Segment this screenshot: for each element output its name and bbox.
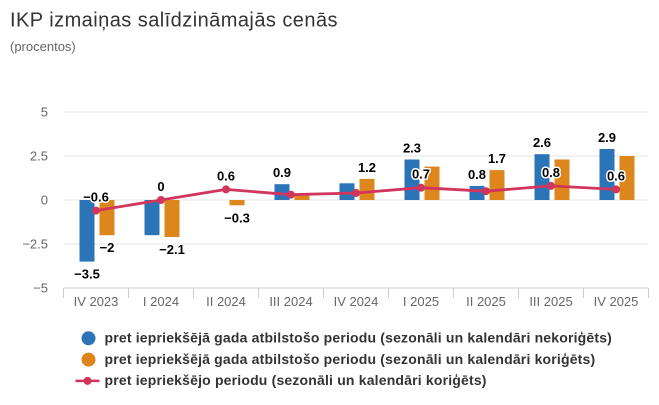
svg-text:0.9: 0.9: [273, 165, 291, 180]
svg-text:(procentos): (procentos): [10, 39, 76, 54]
svg-text:5: 5: [41, 105, 48, 120]
svg-text:0.8: 0.8: [542, 165, 560, 180]
svg-text:−2.5: −2.5: [22, 237, 48, 252]
svg-text:1.7: 1.7: [488, 151, 506, 166]
svg-text:2.5: 2.5: [30, 149, 48, 164]
svg-text:2.3: 2.3: [403, 141, 421, 156]
svg-text:−5: −5: [33, 281, 48, 296]
svg-text:II 2025: II 2025: [466, 294, 506, 309]
svg-text:III 2024: III 2024: [269, 294, 312, 309]
svg-text:0: 0: [157, 179, 164, 194]
svg-text:IV 2023: IV 2023: [74, 294, 119, 309]
svg-text:2.9: 2.9: [598, 130, 616, 145]
svg-text:−0.6: −0.6: [83, 190, 109, 205]
svg-text:0.7: 0.7: [412, 167, 430, 182]
svg-text:I 2024: I 2024: [143, 294, 179, 309]
svg-text:−0.3: −0.3: [224, 210, 250, 225]
svg-text:0.6: 0.6: [607, 168, 625, 183]
svg-text:pret iepriekšējo periodu (sezo: pret iepriekšējo periodu (sezonāli un ka…: [105, 372, 487, 388]
svg-text:0.6: 0.6: [217, 168, 235, 183]
svg-text:pret iepriekšējā gada atbilsto: pret iepriekšējā gada atbilstošo periodu…: [105, 330, 613, 346]
svg-text:2.6: 2.6: [533, 135, 551, 150]
svg-text:−3.5: −3.5: [74, 267, 100, 282]
svg-text:−2: −2: [100, 240, 115, 255]
svg-text:IV 2025: IV 2025: [594, 294, 639, 309]
svg-text:IV 2024: IV 2024: [334, 294, 379, 309]
svg-text:III 2025: III 2025: [529, 294, 572, 309]
svg-text:0: 0: [41, 193, 48, 208]
svg-text:IKP izmaiņas salīdzināmajās ce: IKP izmaiņas salīdzināmajās cenās: [10, 10, 338, 32]
svg-text:II 2024: II 2024: [206, 294, 246, 309]
svg-text:pret iepriekšējā gada atbilsto: pret iepriekšējā gada atbilstošo periodu…: [105, 351, 596, 367]
svg-text:I 2025: I 2025: [403, 294, 439, 309]
svg-text:1.2: 1.2: [358, 160, 376, 175]
svg-text:−2.1: −2.1: [159, 242, 185, 257]
svg-text:0.8: 0.8: [468, 167, 486, 182]
